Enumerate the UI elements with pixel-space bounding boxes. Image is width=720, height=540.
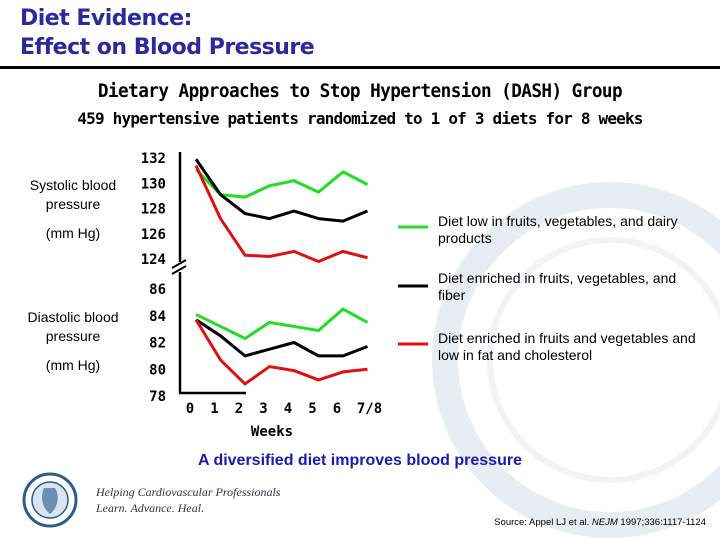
- x-tick: 7/8: [357, 401, 382, 417]
- x-tick: 0: [186, 401, 194, 417]
- diastolic-unit: (mm Hg): [45, 357, 101, 373]
- systolic-ytick: 130: [141, 176, 166, 192]
- x-axis-label: Weeks: [251, 424, 293, 440]
- title-divider: [0, 66, 720, 69]
- source-prefix: Source: Appel LJ et al.: [494, 517, 592, 528]
- diastolic-ytick: 84: [149, 309, 166, 325]
- systolic-ytick: 128: [141, 202, 166, 218]
- x-tick: 2: [235, 401, 243, 417]
- systolic-ytick: 126: [141, 227, 166, 243]
- systolic-label: Systolic blood pressure: [18, 176, 128, 214]
- systolic-series-line-0: [194, 168, 369, 199]
- x-tick: 5: [308, 401, 316, 417]
- axis-break: [171, 259, 188, 275]
- study-description: 459 hypertensive patients randomized to …: [77, 109, 643, 128]
- diastolic-label-1: Diastolic blood: [27, 309, 119, 325]
- systolic-series-line-2: [194, 164, 368, 264]
- acc-logo: [22, 472, 78, 528]
- source-suffix: 1997;336:1117-1124: [617, 517, 706, 528]
- diastolic-label: Diastolic blood pressure: [18, 308, 128, 346]
- diastolic-label-2: pressure: [45, 328, 101, 344]
- x-tick: 1: [210, 401, 218, 417]
- diastolic-ytick: 82: [149, 336, 166, 352]
- diastolic-ytick: 80: [149, 362, 166, 378]
- x-tick: 6: [333, 401, 341, 417]
- systolic-unit: (mm Hg): [45, 225, 101, 241]
- x-tick: 4: [284, 401, 292, 417]
- diastolic-ytick: 78: [149, 389, 166, 405]
- legend-label-enriched: Diet enriched in fruits, vegetables, and…: [438, 270, 677, 303]
- systolic-label-2: pressure: [45, 196, 101, 212]
- diastolic-series-line-0: [195, 307, 369, 340]
- diastolic-series-line-1: [195, 318, 369, 358]
- systolic-ytick: 132: [141, 151, 166, 167]
- tagline-2: Learn. Advance. Heal.: [96, 501, 205, 515]
- legend-label-low: Diet low in fruits, vegetables, and dair…: [438, 213, 678, 246]
- systolic-ytick: 124: [141, 252, 166, 268]
- conclusion: A diversified diet improves blood pressu…: [198, 452, 522, 469]
- x-tick: 3: [259, 401, 267, 417]
- source-journal: NEJM: [591, 517, 618, 528]
- source-citation: Source: Appel LJ et al. NEJM 1997;336:11…: [494, 517, 706, 528]
- systolic-label-1: Systolic blood: [29, 177, 117, 193]
- title-line-1: Diet Evidence:: [20, 6, 192, 31]
- diastolic-series-line-2: [194, 318, 368, 386]
- title-line-2: Effect on Blood Pressure: [20, 35, 315, 60]
- systolic-series-line-1: [194, 158, 369, 223]
- slide-title: Diet Evidence: Effect on Blood Pressure: [20, 4, 315, 62]
- tagline: Helping Cardiovascular Professionals: [96, 485, 281, 499]
- legend-label-lowfat: Diet enriched in fruits and vegetables a…: [438, 330, 696, 363]
- subtitle: Dietary Approaches to Stop Hypertension …: [97, 80, 623, 102]
- diastolic-ytick: 86: [149, 282, 166, 298]
